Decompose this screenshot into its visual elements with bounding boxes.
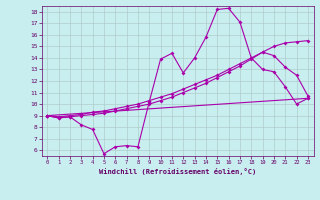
X-axis label: Windchill (Refroidissement éolien,°C): Windchill (Refroidissement éolien,°C): [99, 168, 256, 175]
